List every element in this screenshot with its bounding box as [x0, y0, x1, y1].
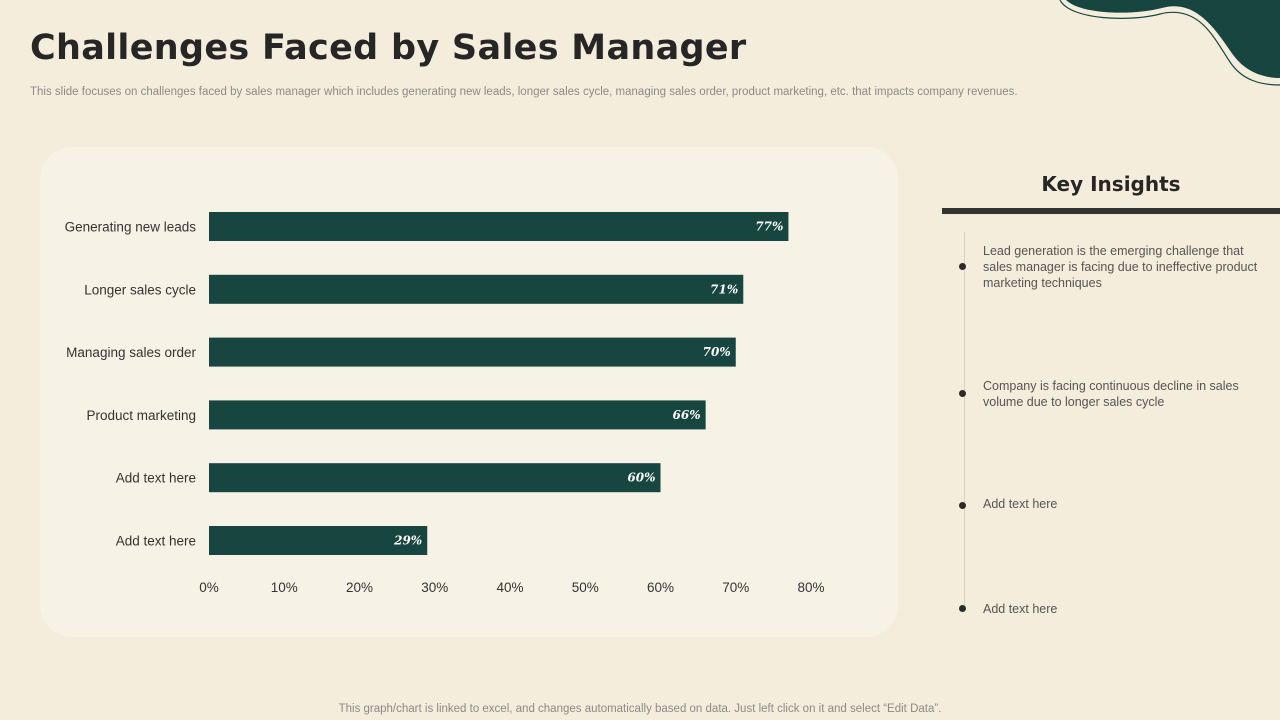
insight-text[interactable]: Add text here [983, 602, 1058, 616]
insights-timeline-line [964, 232, 965, 612]
x-tick-label: 80% [797, 580, 824, 595]
bullet-dot-icon [959, 605, 966, 612]
x-tick-label: 20% [346, 580, 373, 595]
bar[interactable] [209, 274, 744, 304]
bullet-dot-icon [959, 502, 966, 509]
decorative-corner-shape [1059, 0, 1280, 86]
value-label: 60% [627, 471, 655, 485]
key-insights-title: Key Insights [1041, 172, 1181, 196]
value-label: 77% [755, 220, 783, 234]
bar[interactable] [209, 526, 428, 555]
page-subtitle: This slide focuses on challenges faced b… [30, 86, 1018, 98]
category-label: Add text here [116, 471, 196, 486]
bar[interactable] [209, 337, 736, 367]
x-tick-label: 10% [271, 580, 298, 595]
value-label: 70% [703, 345, 731, 359]
category-label: Add text here [116, 534, 196, 549]
bar[interactable] [209, 463, 661, 493]
x-tick-label: 60% [647, 580, 674, 595]
x-tick-label: 70% [722, 580, 749, 595]
x-tick-label: 50% [572, 580, 599, 595]
x-tick-label: 40% [496, 580, 523, 595]
category-label: Managing sales order [66, 345, 196, 360]
value-label: 29% [393, 534, 422, 548]
bar[interactable] [209, 212, 789, 241]
category-label: Product marketing [86, 408, 196, 423]
insight-text[interactable]: Lead generation is the emerging challeng… [983, 244, 1258, 290]
x-tick-label: 0% [199, 580, 219, 595]
insight-text[interactable]: Add text here [983, 497, 1058, 511]
value-label: 71% [710, 282, 738, 296]
bar-chart[interactable]: Generating new leads 77% Longer sales cycl… [40, 147, 898, 637]
bullet-dot-icon [959, 390, 966, 397]
value-label: 66% [673, 408, 701, 422]
insight-text[interactable]: Company is facing continuous decline in … [983, 379, 1239, 409]
bar[interactable] [209, 400, 706, 430]
chart-panel: Generating new leads 77% Longer sales cycl… [40, 147, 898, 637]
page-title: Challenges Faced by Sales Manager [30, 28, 747, 68]
bullet-dot-icon [959, 263, 966, 270]
category-label: Generating new leads [65, 220, 197, 235]
category-label: Longer sales cycle [84, 282, 196, 297]
footer-note: This graph/chart is linked to excel, and… [338, 703, 942, 715]
key-insights-divider [942, 208, 1280, 214]
x-tick-label: 30% [421, 580, 448, 595]
